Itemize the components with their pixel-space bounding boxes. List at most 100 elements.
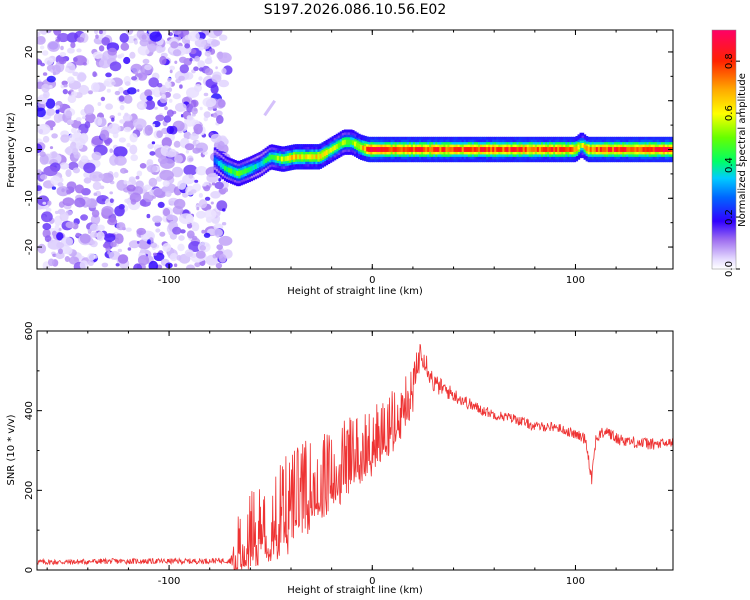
colorbar-gradient	[712, 30, 736, 269]
ridge-cell	[447, 147, 451, 152]
noise-blob	[66, 189, 72, 195]
ridge-cell	[514, 147, 518, 152]
ridge-cell	[585, 146, 589, 152]
noise-blob	[171, 166, 184, 178]
noise-blob	[87, 259, 94, 266]
noise-blob	[133, 263, 143, 269]
noise-blob	[174, 154, 183, 164]
noise-blob	[125, 227, 132, 232]
noise-blob	[135, 175, 140, 180]
ridge-cell	[236, 171, 239, 176]
ridge-cell	[642, 147, 646, 152]
ridge-cell	[549, 147, 552, 152]
noise-blob	[131, 76, 138, 81]
noise-blob	[67, 91, 72, 95]
noise-blob	[180, 229, 186, 234]
ridge-cell	[248, 166, 251, 172]
noise-blob	[62, 197, 75, 207]
ridge-cell	[461, 147, 465, 152]
noise-blob	[129, 192, 142, 203]
noise-blob	[101, 198, 106, 202]
noise-blob	[139, 163, 147, 169]
noise-blob	[217, 99, 226, 108]
noise-blob	[94, 30, 99, 35]
noise-blob	[51, 186, 57, 190]
ridge-cell	[599, 147, 603, 152]
noise-blob	[107, 250, 111, 255]
noise-blob	[37, 58, 42, 65]
ridge-cell	[616, 147, 619, 152]
noise-blob	[204, 68, 214, 76]
ridge-cell	[311, 154, 314, 160]
ridge-cell	[429, 147, 432, 152]
ridge-cell	[567, 147, 570, 152]
noise-blob	[88, 90, 93, 95]
noise-blob	[37, 169, 42, 175]
ridge-cell	[601, 147, 605, 152]
ridge-cell	[347, 139, 351, 145]
ridge-cell	[530, 147, 534, 152]
ridge-cell	[593, 147, 597, 152]
noise-blob	[195, 250, 206, 259]
noise-blob	[152, 123, 156, 127]
noise-blob	[151, 141, 156, 145]
ridge-cell	[238, 171, 241, 176]
noise-blob	[166, 40, 170, 44]
noise-blob	[191, 221, 196, 227]
ridge-cell	[628, 147, 631, 152]
ridge-cell	[423, 147, 426, 152]
noise-blob	[37, 143, 43, 154]
x-tick-label: 100	[566, 576, 585, 587]
ridge-cell	[414, 147, 418, 152]
noise-blob	[176, 36, 182, 41]
noise-blob	[106, 88, 111, 93]
ridge-cell	[396, 147, 400, 152]
spectrogram-y-label: Frequency (Hz)	[6, 112, 17, 188]
colorbar-frame	[711, 29, 737, 270]
colorbar-tick-label: 0.4	[724, 157, 735, 173]
ridge-cell	[329, 147, 333, 153]
noise-blob	[47, 40, 60, 52]
ridge-cell	[510, 147, 514, 152]
noise-blob	[95, 34, 99, 39]
noise-blob	[161, 137, 172, 148]
y-tick-label: 10	[24, 94, 35, 107]
ridge-cell	[542, 147, 546, 152]
noise-blob	[146, 213, 151, 219]
noise-blob	[159, 169, 174, 181]
ridge-cell	[392, 147, 396, 152]
noise-blob	[122, 114, 133, 122]
noise-blob	[92, 181, 102, 191]
noise-blob	[114, 90, 121, 96]
noise-blob	[195, 166, 208, 176]
noise-blob	[204, 58, 213, 65]
noise-blob	[203, 184, 211, 192]
ridge-cell	[516, 147, 520, 152]
noise-blob	[117, 254, 129, 264]
ridge-cell	[372, 147, 375, 152]
noise-blob	[42, 223, 52, 230]
noise-blob	[138, 103, 143, 109]
noise-blob	[177, 243, 185, 252]
noise-blob	[130, 154, 138, 162]
ridge-cell	[333, 145, 337, 151]
ridge-cell	[398, 147, 402, 152]
ridge-cell	[309, 154, 312, 160]
noise-blob	[199, 245, 206, 251]
y-tick-label: 20	[24, 46, 35, 59]
ridge-cell	[524, 147, 528, 152]
ridge-cell	[356, 142, 359, 148]
noise-blob	[129, 51, 136, 59]
ridge-cell	[262, 159, 266, 165]
ridge-cell	[223, 165, 227, 171]
y-tick-label: 200	[24, 481, 35, 500]
noise-blob	[198, 199, 208, 209]
noise-blob	[126, 142, 131, 148]
noise-blob	[172, 226, 182, 235]
ridge-cell	[374, 147, 377, 152]
noise-blob	[44, 235, 52, 243]
ridge-cell	[382, 147, 386, 152]
spectrogram-y-ticks: -20 -10 0 10 20	[24, 46, 673, 255]
ridge-cell	[280, 156, 284, 162]
ridge-cell	[640, 147, 644, 152]
